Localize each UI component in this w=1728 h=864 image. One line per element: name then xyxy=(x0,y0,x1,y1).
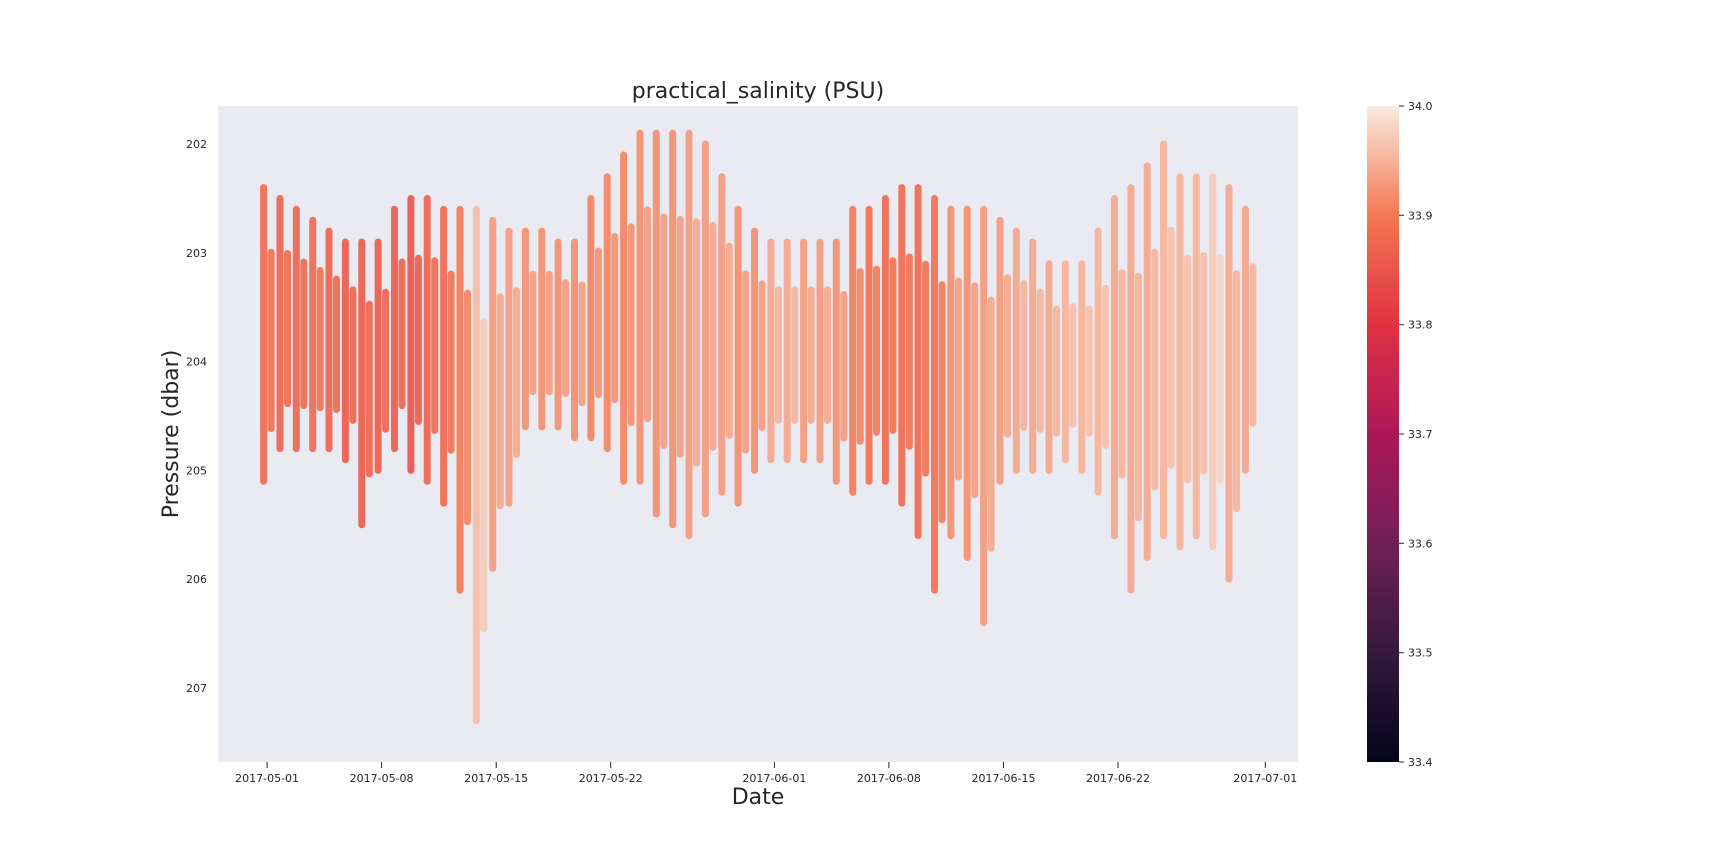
y-axis: 202 203 204 205 206 207 xyxy=(186,138,207,695)
x-tick-label: 2017-05-08 xyxy=(350,772,414,785)
x-axis: 2017-05-01 2017-05-08 2017-05-15 2017-05-22… xyxy=(235,762,1297,785)
data-marks xyxy=(260,129,1257,725)
x-tick-label: 2017-06-08 xyxy=(857,772,921,785)
x-tick-label: 2017-05-01 xyxy=(235,772,299,785)
y-tick-label: 206 xyxy=(186,573,207,586)
y-tick-label: 202 xyxy=(186,138,207,151)
x-tick-label: 2017-05-22 xyxy=(579,772,643,785)
y-tick-label: 203 xyxy=(186,247,207,260)
x-tick-label: 2017-07-01 xyxy=(1233,772,1297,785)
y-axis-label: Pressure (dbar) xyxy=(159,350,184,519)
colorbar-tick-label: 33.7 xyxy=(1408,428,1433,441)
x-tick-label: 2017-06-22 xyxy=(1086,772,1150,785)
colorbar-tick-label: 33.5 xyxy=(1408,647,1433,660)
colorbar-tick-label: 33.8 xyxy=(1408,319,1433,332)
colorbar xyxy=(1367,106,1399,762)
colorbar-axis: 33.4 33.5 33.6 33.7 33.8 33.9 34.0 xyxy=(1399,100,1433,769)
x-axis-label: Date xyxy=(732,785,785,810)
colorbar-tick-label: 34.0 xyxy=(1408,100,1433,113)
colorbar-tick-label: 33.9 xyxy=(1408,209,1433,222)
x-tick-label: 2017-06-01 xyxy=(742,772,806,785)
colorbar-tick-label: 33.4 xyxy=(1408,756,1433,769)
colorbar-tick-label: 33.6 xyxy=(1408,537,1433,550)
x-tick-label: 2017-05-15 xyxy=(464,772,528,785)
y-tick-label: 204 xyxy=(186,356,207,369)
y-tick-label: 207 xyxy=(186,682,207,695)
chart-title: practical_salinity (PSU) xyxy=(632,79,884,104)
y-tick-label: 205 xyxy=(186,464,207,477)
x-tick-label: 2017-06-15 xyxy=(972,772,1036,785)
